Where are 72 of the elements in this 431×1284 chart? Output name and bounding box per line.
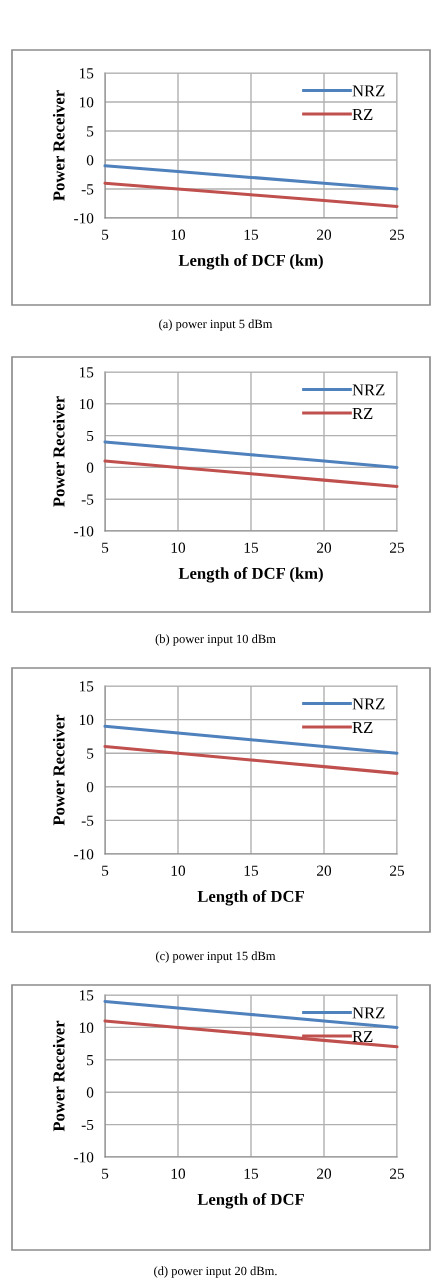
y-axis-title: Power Receiver xyxy=(52,396,65,507)
x-axis-title: Length of DCF xyxy=(197,1193,304,1209)
y-tick-label: -10 xyxy=(74,526,94,537)
text: (a) power input 5 dBm xyxy=(159,319,273,331)
line-series xyxy=(103,164,399,191)
y-axis-title: Power Receiver xyxy=(52,714,65,826)
y-tick-label: 10 xyxy=(79,398,94,410)
x-tick-label: 25 xyxy=(390,865,405,876)
text: (b) power input 10 dBm xyxy=(155,634,276,646)
y-tick-label: -5 xyxy=(81,494,94,505)
x-tick-label: 25 xyxy=(390,229,405,240)
y-axis-title: Power Receiver xyxy=(52,90,65,201)
x-tick-label: 15 xyxy=(244,542,259,553)
y-tick-label: 10 xyxy=(79,97,94,108)
x-tick-label: 10 xyxy=(171,865,186,876)
x-tick-label: 10 xyxy=(171,1168,186,1179)
y-tick-label: 0 xyxy=(86,781,94,793)
x-tick-label: 15 xyxy=(244,229,259,240)
legend-label: RZ xyxy=(352,1030,373,1042)
x-tick-label: 15 xyxy=(244,1168,259,1179)
text: (d) power input 20 dBm. xyxy=(154,1266,277,1278)
x-tick-label: 5 xyxy=(102,865,109,876)
line-series xyxy=(103,459,399,489)
legend-label: NRZ xyxy=(352,85,385,97)
line-series xyxy=(103,181,399,208)
y-tick-label: 0 xyxy=(86,1087,94,1098)
x-tick-label: 20 xyxy=(317,229,332,240)
x-tick-label: 25 xyxy=(390,542,405,553)
x-axis-title: Length of DCF (km) xyxy=(178,567,323,583)
legend-label: RZ xyxy=(352,108,373,120)
x-tick-label: 10 xyxy=(171,542,186,553)
y-tick-label: 15 xyxy=(79,990,94,1001)
line-series xyxy=(103,1019,399,1049)
line-series xyxy=(103,724,399,755)
y-tick-label: 15 xyxy=(79,681,94,692)
y-tick-label: 0 xyxy=(86,462,94,473)
x-tick-label: 5 xyxy=(102,542,109,553)
y-tick-label: -10 xyxy=(74,849,94,860)
legend-label: RZ xyxy=(352,407,373,419)
y-axis-title: Power Receiver xyxy=(52,1020,65,1132)
y-tick-label: 15 xyxy=(79,367,94,378)
x-tick-label: 5 xyxy=(102,1168,109,1179)
x-tick-label: 20 xyxy=(317,865,332,876)
x-axis-title: Length of DCF xyxy=(197,890,304,906)
y-tick-label: -10 xyxy=(74,1152,94,1163)
x-tick-label: 20 xyxy=(317,1168,332,1179)
y-tick-label: -5 xyxy=(81,815,94,826)
y-tick-label: 10 xyxy=(79,1022,94,1033)
x-axis-title: Length of DCF (km) xyxy=(178,254,323,270)
x-tick-label: 10 xyxy=(171,229,186,240)
y-tick-label: 5 xyxy=(87,748,94,759)
line-series xyxy=(103,440,399,469)
y-tick-label: 5 xyxy=(87,1055,94,1066)
line-series xyxy=(103,999,399,1029)
x-tick-label: 5 xyxy=(102,229,109,240)
legend-label: RZ xyxy=(352,721,373,733)
line-series xyxy=(103,744,399,775)
text: (c) power input 15 dBm xyxy=(155,951,276,963)
x-tick-label: 15 xyxy=(244,865,259,876)
legend-label: NRZ xyxy=(352,1007,385,1019)
y-tick-label: 5 xyxy=(87,430,94,442)
legend-label: NRZ xyxy=(352,698,385,710)
y-tick-label: -5 xyxy=(81,1119,94,1131)
y-tick-label: 5 xyxy=(87,126,94,137)
y-tick-label: 10 xyxy=(79,714,94,726)
y-tick-label: 15 xyxy=(79,68,94,79)
legend-label: NRZ xyxy=(352,384,385,396)
x-tick-label: 25 xyxy=(390,1168,405,1179)
y-tick-label: 0 xyxy=(86,155,94,166)
y-tick-label: -5 xyxy=(81,184,94,195)
x-tick-label: 20 xyxy=(317,542,332,553)
y-tick-label: -10 xyxy=(74,213,94,224)
